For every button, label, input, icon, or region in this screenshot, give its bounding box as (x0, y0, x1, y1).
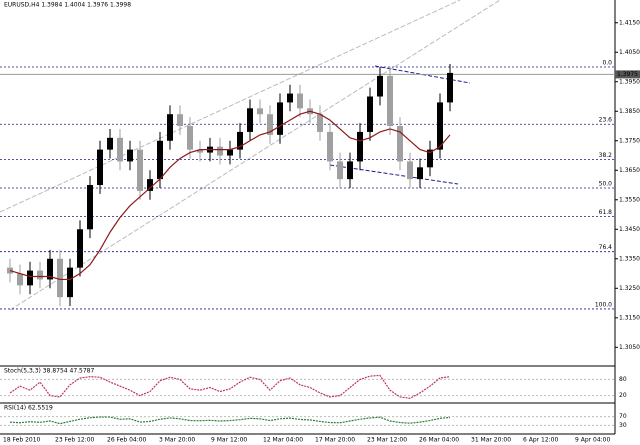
candle-body (187, 126, 193, 150)
fib-label: 38.2 (599, 152, 613, 159)
x-tick-label: 17 Mar 20:00 (315, 437, 355, 444)
y-tick-label: 1.4150 (619, 19, 640, 26)
y-tick-label: 1.3250 (619, 285, 640, 292)
moving-average (9, 110, 451, 281)
x-tick-label: 3 Mar 20:00 (159, 437, 195, 444)
candle-body (247, 108, 253, 132)
x-tick-label: 23 Feb 12:00 (55, 437, 95, 444)
x-tick-label: 23 Mar 12:00 (367, 437, 407, 444)
stoch-title: Stoch(5,3,3) 38.8754 47.5787 (4, 368, 95, 375)
candle-body (107, 137, 113, 150)
candle-body (387, 75, 393, 127)
stoch-line (9, 374, 451, 399)
x-tick-label: 26 Feb 04:00 (107, 437, 147, 444)
candle-body (377, 75, 383, 97)
current-price-label: 1.3975 (617, 71, 638, 78)
chart-title: EURUSD,H4 1.3984 1.4004 1.3976 1.3998 (4, 2, 131, 9)
candle-body (217, 146, 223, 156)
x-tick-label: 6 Apr 12:00 (523, 437, 558, 444)
candle-body (237, 131, 243, 150)
candle-body (47, 258, 53, 280)
candle-body (117, 137, 123, 162)
fib-label: 76.4 (599, 244, 613, 251)
candle-body (147, 179, 153, 191)
candle-body (297, 93, 303, 109)
y-tick-label: 1.3950 (619, 78, 640, 85)
candle-body (67, 267, 73, 298)
x-tick-label: 26 Mar 04:00 (419, 437, 459, 444)
y-tick-label: 1.3650 (619, 167, 640, 174)
candle-body (17, 273, 23, 286)
rsi-line (9, 416, 451, 425)
x-tick-label: 18 Feb 2010 (3, 437, 41, 444)
fib-label: 0.0 (602, 60, 612, 67)
candle-body (317, 114, 323, 132)
rsi-title: RSI(14) 62.5519 (4, 405, 53, 412)
y-tick-label: 1.3450 (619, 226, 640, 233)
x-tick-label: 12 Mar 04:00 (263, 437, 303, 444)
y-tick-label: 1.3150 (619, 314, 640, 321)
candle-body (337, 161, 343, 180)
y-tick-label: 1.3050 (619, 344, 640, 351)
rsi-tick-label: 30 (619, 422, 627, 429)
candle-body (157, 140, 163, 180)
candle-body (397, 126, 403, 162)
fib-label: 23.6 (599, 117, 613, 124)
channel-line (9, 0, 501, 311)
candle-body (427, 149, 433, 168)
y-tick-label: 1.3850 (619, 108, 640, 115)
candle-body (417, 167, 423, 180)
candle-body (277, 102, 283, 135)
x-tick-label: 9 Apr 04:00 (575, 437, 610, 444)
candle-body (137, 149, 143, 191)
candle-body (437, 102, 443, 150)
candle-body (367, 96, 373, 132)
candle-body (287, 93, 293, 103)
candle-body (347, 161, 353, 180)
candle-body (127, 149, 133, 162)
candle-body (447, 72, 453, 103)
stoch-tick-label: 80 (619, 376, 627, 383)
candle-body (167, 114, 173, 141)
candle-body (267, 114, 273, 135)
candle-body (7, 267, 13, 274)
candle-body (37, 270, 43, 280)
candle-body (227, 149, 233, 156)
candle-body (327, 131, 333, 162)
y-tick-label: 1.4050 (619, 49, 640, 56)
candle-body (407, 161, 413, 180)
current-price-box (615, 70, 640, 79)
candle-body (57, 258, 63, 298)
x-tick-label: 31 Mar 20:00 (471, 437, 511, 444)
candle-body (177, 114, 183, 127)
rsi-tick-label: 70 (619, 413, 627, 420)
y-tick-label: 1.3350 (619, 255, 640, 262)
y-tick-label: 1.3750 (619, 137, 640, 144)
candle-body (27, 270, 33, 286)
fib-label: 50.0 (599, 180, 613, 187)
candle-body (257, 108, 263, 115)
candle-body (357, 131, 363, 162)
candle-body (87, 185, 93, 230)
fib-label: 100.0 (595, 301, 612, 308)
candle-body (97, 149, 103, 186)
fib-label: 61.8 (599, 209, 613, 216)
candle-body (77, 229, 83, 268)
channel-line (0, 0, 461, 213)
y-tick-label: 1.3550 (619, 196, 640, 203)
stoch-tick-label: 20 (619, 392, 627, 399)
x-tick-label: 9 Mar 12:00 (211, 437, 247, 444)
candle-body (197, 149, 203, 153)
